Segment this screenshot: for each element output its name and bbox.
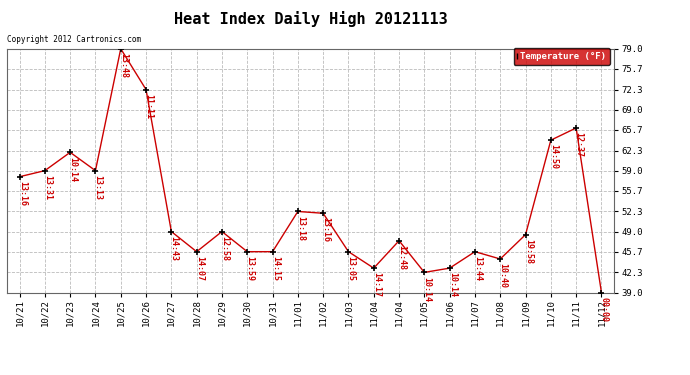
Text: Copyright 2012 Cartronics.com: Copyright 2012 Cartronics.com (7, 35, 141, 44)
Text: Heat Index Daily High 20121113: Heat Index Daily High 20121113 (174, 11, 447, 27)
Text: 13:59: 13:59 (246, 256, 255, 281)
Text: 14:50: 14:50 (549, 144, 558, 170)
Text: 13:18: 13:18 (296, 216, 305, 241)
Text: 13:31: 13:31 (43, 175, 52, 200)
Text: 19:58: 19:58 (524, 239, 533, 264)
Text: 14:07: 14:07 (195, 256, 204, 281)
Text: 14:17: 14:17 (372, 272, 381, 297)
Text: 13:13: 13:13 (94, 175, 103, 200)
Text: 10:14: 10:14 (68, 156, 77, 182)
Text: 14:43: 14:43 (170, 236, 179, 261)
Text: 00:00: 00:00 (600, 297, 609, 322)
Text: 14:15: 14:15 (271, 256, 280, 281)
Text: 12:37: 12:37 (575, 132, 584, 157)
Text: 12:58: 12:58 (220, 236, 229, 261)
Text: 11:11: 11:11 (144, 94, 153, 119)
Legend: Temperature (°F): Temperature (°F) (513, 48, 609, 64)
Text: 13:16: 13:16 (322, 217, 331, 243)
Text: 10:14: 10:14 (448, 272, 457, 297)
Text: 10:40: 10:40 (499, 263, 508, 288)
Text: 10:14: 10:14 (423, 276, 432, 302)
Text: 12:48: 12:48 (397, 245, 406, 270)
Text: 13:05: 13:05 (347, 256, 356, 281)
Text: 13:16: 13:16 (18, 181, 27, 206)
Text: 13:44: 13:44 (473, 256, 482, 281)
Text: 13:48: 13:48 (119, 53, 128, 78)
